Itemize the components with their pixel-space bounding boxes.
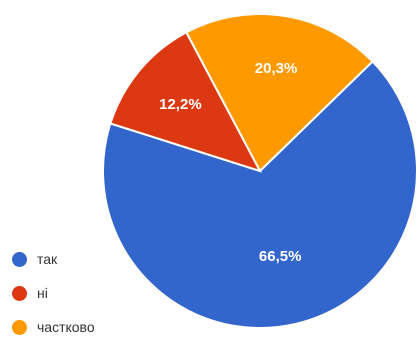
pie-slice-label-1: 66,5% [259,248,302,265]
pie-slice-3 [184,13,375,173]
legend-item-2: ні [12,284,95,302]
legend-label-2: ні [37,285,48,301]
pie-slice-label-3: 20,3% [255,60,298,77]
legend-label-3: частково [37,319,95,335]
pie-slices [102,13,417,329]
chart-legend: так ні частково [12,250,95,336]
legend-swatch-1 [12,251,27,267]
legend-item-1: так [12,250,95,268]
legend-label-1: так [37,251,58,267]
pie-slice-1 [102,60,417,329]
pie-slice-label-2: 12,2% [159,96,202,113]
pie-slice-labels: 20,3% 66,5% 12,2% [159,60,301,265]
pie-slice-2 [109,31,263,173]
legend-swatch-2 [12,285,27,301]
legend-swatch-3 [12,319,27,335]
legend-item-3: частково [12,318,95,336]
